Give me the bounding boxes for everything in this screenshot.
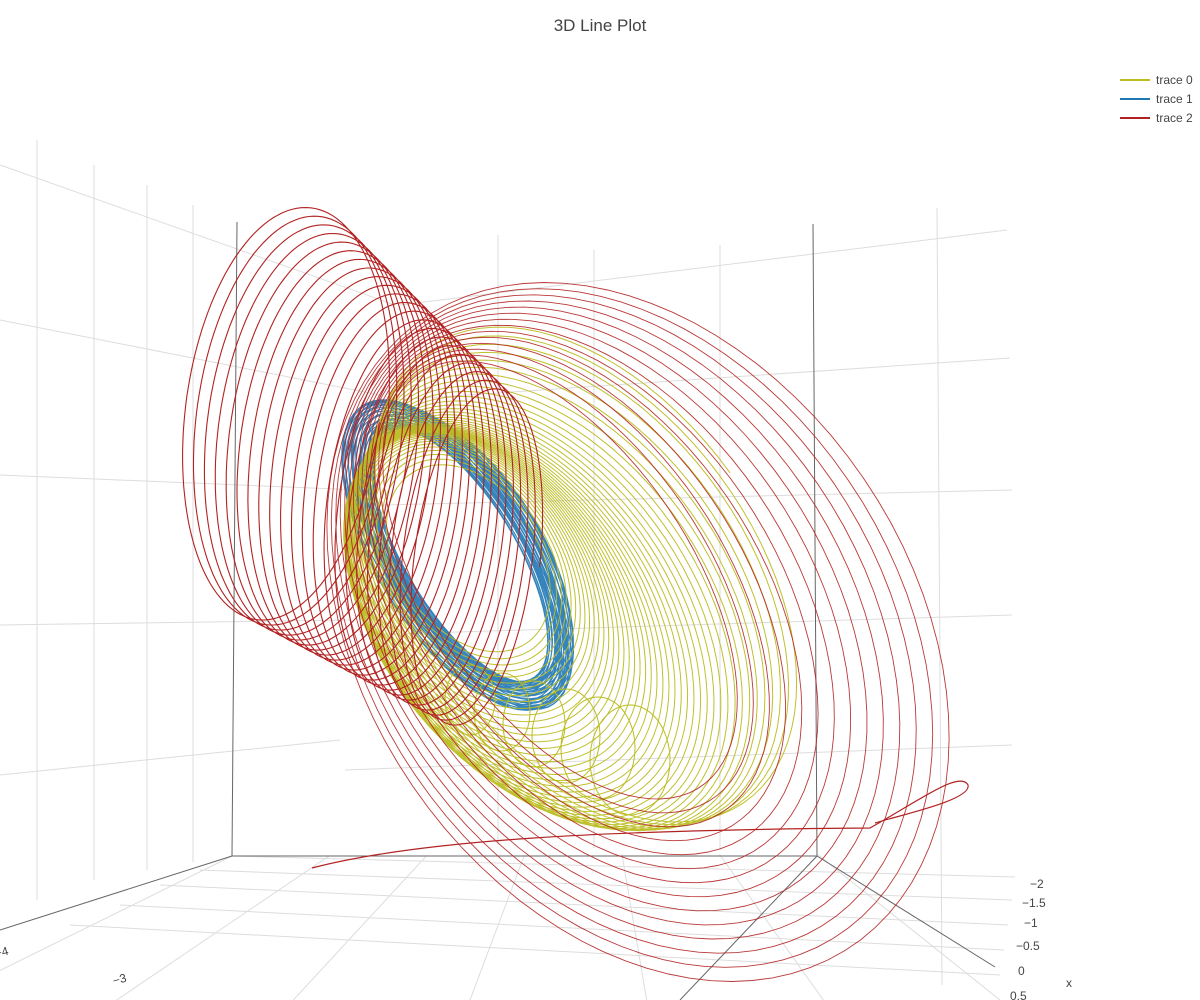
axis-line [812, 223, 818, 857]
traces [182, 207, 969, 982]
x-tick-label: −1 [1024, 916, 1038, 930]
grid-line [159, 884, 1009, 926]
x-tick-label: 0 [1018, 964, 1025, 978]
x-axis-title: x [1066, 976, 1072, 990]
axis-lines [0, 221, 996, 1000]
grid-line [719, 854, 824, 1000]
grid-line [469, 854, 525, 1000]
trace-2-loops [326, 282, 950, 982]
trace-2-line [182, 207, 544, 726]
grid-line [119, 904, 1005, 951]
x-tick-label: −0.5 [1016, 939, 1040, 953]
grid-line [816, 853, 1001, 1000]
x-tick-label: −1.5 [1022, 896, 1046, 910]
axis-line [816, 855, 996, 968]
x-tick-label: −2 [1030, 877, 1044, 891]
tick-labels: −2 −1.5 −1 −0.5 0 0.5 x −4 −3 [0, 877, 1072, 1000]
grid-line [0, 739, 341, 776]
legend-swatch [1120, 97, 1150, 100]
grid-line [621, 854, 648, 1000]
grid-line [292, 854, 428, 1000]
legend-label: trace 2 [1156, 110, 1193, 125]
grid-line [231, 855, 1016, 878]
x-tick-label: 0.5 [1010, 989, 1027, 1000]
trace-2-tail [311, 780, 969, 869]
y-tick-label: −3 [111, 971, 128, 988]
grid-line [936, 207, 943, 986]
grid-line [359, 614, 1013, 636]
axis-line [679, 855, 818, 1000]
legend-item-trace-2[interactable]: trace 2 [1120, 108, 1200, 127]
legend-swatch [1120, 116, 1150, 119]
legend-label: trace 1 [1156, 91, 1193, 106]
axis-line [231, 221, 238, 857]
grid-lines [0, 140, 1016, 1000]
legend-item-trace-1[interactable]: trace 1 [1120, 89, 1200, 108]
trace-0-line [343, 326, 798, 832]
grid-line [379, 489, 1013, 506]
grid-line [399, 229, 1008, 306]
axis-line [0, 855, 233, 931]
grid-line [0, 474, 361, 491]
grid-line [0, 164, 396, 306]
grid-line [344, 744, 1013, 771]
y-tick-label: −4 [0, 944, 10, 961]
legend: trace 0 trace 1 trace 2 [1120, 70, 1200, 127]
legend-label: trace 0 [1156, 72, 1193, 87]
grid-line [0, 855, 233, 971]
legend-swatch [1120, 78, 1150, 81]
grid-line [0, 319, 381, 396]
grid-line [69, 924, 1001, 976]
legend-item-trace-0[interactable]: trace 0 [1120, 70, 1200, 89]
grid-line [199, 869, 1013, 901]
grid-line [116, 855, 330, 1000]
chart-title: 3D Line Plot [553, 16, 647, 35]
